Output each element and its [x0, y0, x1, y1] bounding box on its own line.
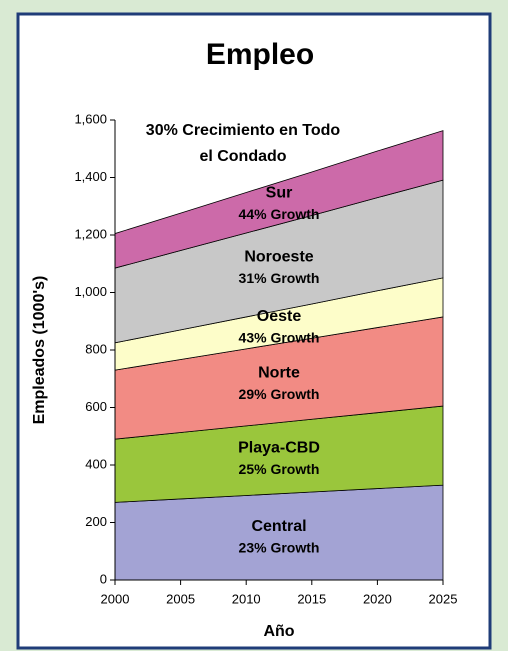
x-axis-label: Año [263, 623, 294, 640]
y-tick-label: 200 [85, 514, 107, 529]
growth-label: 43% Growth [239, 330, 320, 346]
x-tick-label: 2020 [363, 591, 392, 606]
y-tick-label: 800 [85, 341, 107, 356]
annotation: 30% Crecimiento en Todo [146, 122, 341, 139]
x-tick-label: 2010 [232, 591, 261, 606]
series-label: Noroeste [244, 249, 313, 266]
chart-title: Empleo [206, 38, 314, 71]
y-tick-label: 1,400 [74, 169, 107, 184]
series-label: Central [251, 518, 306, 535]
x-tick-label: 2015 [297, 591, 326, 606]
growth-label: 31% Growth [239, 270, 320, 286]
y-tick-label: 1,600 [74, 111, 107, 126]
y-tick-label: 1,200 [74, 226, 107, 241]
y-tick-label: 0 [100, 571, 107, 586]
y-tick-label: 400 [85, 456, 107, 471]
series-label: Playa-CBD [238, 439, 320, 456]
x-tick-label: 2005 [166, 591, 195, 606]
x-tick-label: 2000 [101, 591, 130, 606]
growth-label: 29% Growth [239, 386, 320, 402]
y-tick-label: 1,000 [74, 284, 107, 299]
series-label: Oeste [257, 308, 302, 325]
area [114, 130, 444, 269]
y-axis-label: Empleados (1000's) [31, 276, 48, 425]
series-label: Sur [266, 184, 293, 201]
x-tick-label: 2025 [429, 591, 458, 606]
series-label: Norte [258, 364, 300, 381]
growth-label: 23% Growth [239, 540, 320, 556]
growth-label: 25% Growth [239, 461, 320, 477]
growth-label: 44% Growth [239, 206, 320, 222]
y-tick-label: 600 [85, 399, 107, 414]
annotation: el Condado [199, 148, 286, 165]
